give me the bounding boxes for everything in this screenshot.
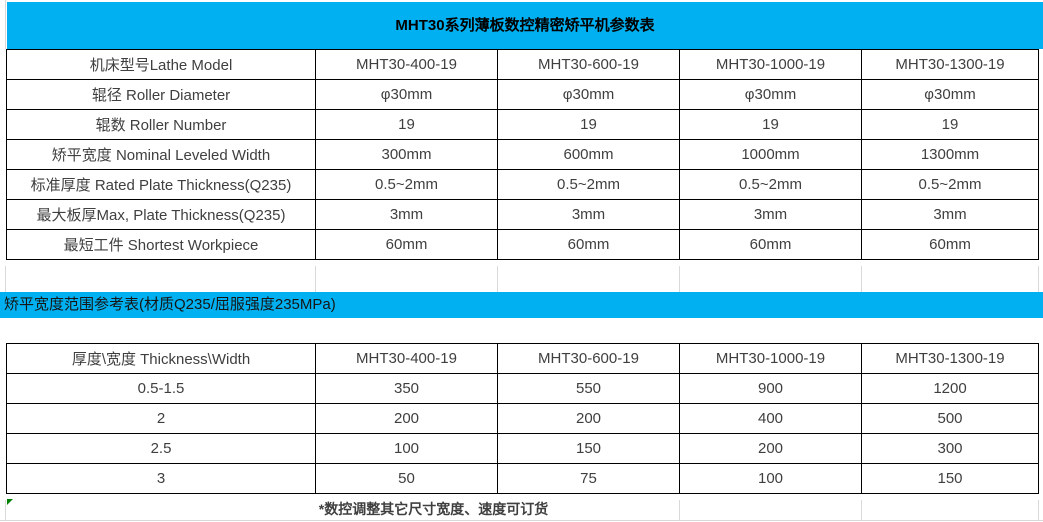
gridline xyxy=(315,266,316,292)
range-cell: 50 xyxy=(315,463,498,494)
gridline xyxy=(497,266,498,292)
gridline xyxy=(1038,266,1039,292)
gridline xyxy=(679,266,680,292)
spec-header-row: 机床型号Lathe Model MHT30-400-19 MHT30-600-1… xyxy=(6,49,1039,80)
gridline xyxy=(5,500,6,520)
table-row: 辊径 Roller Diameter φ30mm φ30mm φ30mm φ30… xyxy=(6,79,1039,110)
gridline xyxy=(679,500,680,520)
gridline xyxy=(5,266,6,292)
spec-cell: 60mm xyxy=(861,229,1039,260)
model-header-cell: MHT30-600-19 xyxy=(497,49,680,80)
range-cell: 300 xyxy=(861,433,1039,464)
table-row: 0.5-1.5 350 550 900 1200 xyxy=(6,373,1039,404)
gridline xyxy=(0,520,1043,521)
error-indicator-icon xyxy=(7,499,13,505)
range-cell: 200 xyxy=(315,403,498,434)
spec-cell: 0.5~2mm xyxy=(497,169,680,200)
spec-cell: 600mm xyxy=(497,139,680,170)
gridline xyxy=(1038,500,1039,520)
range-cell: 400 xyxy=(679,403,862,434)
spec-cell: 19 xyxy=(497,109,680,140)
range-header-row: 厚度\宽度 Thickness\Width MHT30-400-19 MHT30… xyxy=(6,343,1039,374)
model-header-cell: MHT30-1000-19 xyxy=(679,343,862,374)
model-header-cell: MHT30-400-19 xyxy=(315,343,498,374)
spec-row-label: 辊径 Roller Diameter xyxy=(6,79,316,110)
range-cell: 150 xyxy=(497,433,680,464)
table-row: 最大板厚Max, Plate Thickness(Q235) 3mm 3mm 3… xyxy=(6,199,1039,230)
spec-row-label: 最大板厚Max, Plate Thickness(Q235) xyxy=(6,199,316,230)
spec-cell: 60mm xyxy=(497,229,680,260)
range-cell: 200 xyxy=(497,403,680,434)
model-header-cell: MHT30-1300-19 xyxy=(861,343,1039,374)
spec-header-label: 机床型号Lathe Model xyxy=(6,49,316,80)
gridline xyxy=(5,0,6,49)
spec-cell: φ30mm xyxy=(315,79,498,110)
range-cell: 500 xyxy=(861,403,1039,434)
spec-cell: 3mm xyxy=(497,199,680,230)
section-title: 矫平宽度范围参考表(材质Q235/屈服强度235MPa) xyxy=(0,292,1043,318)
footer-note: *数控调整其它尺寸宽度、速度可订货 xyxy=(318,501,549,517)
model-header-cell: MHT30-1300-19 xyxy=(861,49,1039,80)
table-row: 辊数 Roller Number 19 19 19 19 xyxy=(6,109,1039,140)
range-cell: 900 xyxy=(679,373,862,404)
range-cell: 100 xyxy=(315,433,498,464)
range-row-label: 2 xyxy=(6,403,316,434)
spec-row-label: 辊数 Roller Number xyxy=(6,109,316,140)
spec-cell: 0.5~2mm xyxy=(861,169,1039,200)
table-row: 矫平宽度 Nominal Leveled Width 300mm 600mm 1… xyxy=(6,139,1039,170)
spec-cell: 19 xyxy=(861,109,1039,140)
spec-cell: 19 xyxy=(315,109,498,140)
range-row-label: 0.5-1.5 xyxy=(6,373,316,404)
range-cell: 1200 xyxy=(861,373,1039,404)
range-cell: 350 xyxy=(315,373,498,404)
table-row: 3 50 75 100 150 xyxy=(6,463,1039,494)
spec-cell: 3mm xyxy=(861,199,1039,230)
range-row-label: 3 xyxy=(6,463,316,494)
page-title: MHT30系列薄板数控精密矫平机参数表 xyxy=(7,2,1043,49)
range-table: 厚度\宽度 Thickness\Width MHT30-400-19 MHT30… xyxy=(6,343,1039,494)
gridline xyxy=(861,500,862,520)
spec-cell: φ30mm xyxy=(861,79,1039,110)
spec-cell: φ30mm xyxy=(497,79,680,110)
table-row: 标准厚度 Rated Plate Thickness(Q235) 0.5~2mm… xyxy=(6,169,1039,200)
spec-cell: 0.5~2mm xyxy=(679,169,862,200)
spec-row-label: 矫平宽度 Nominal Leveled Width xyxy=(6,139,316,170)
range-cell: 75 xyxy=(497,463,680,494)
range-cell: 200 xyxy=(679,433,862,464)
spec-cell: 3mm xyxy=(315,199,498,230)
table-row: 最短工件 Shortest Workpiece 60mm 60mm 60mm 6… xyxy=(6,229,1039,260)
table-row: 2.5 100 150 200 300 xyxy=(6,433,1039,464)
spec-cell: φ30mm xyxy=(679,79,862,110)
gridline xyxy=(861,266,862,292)
spec-row-label: 标准厚度 Rated Plate Thickness(Q235) xyxy=(6,169,316,200)
spec-cell: 60mm xyxy=(679,229,862,260)
range-cell: 550 xyxy=(497,373,680,404)
spec-cell: 3mm xyxy=(679,199,862,230)
model-header-cell: MHT30-1000-19 xyxy=(679,49,862,80)
spec-cell: 1300mm xyxy=(861,139,1039,170)
model-header-cell: MHT30-600-19 xyxy=(497,343,680,374)
spec-row-label: 最短工件 Shortest Workpiece xyxy=(6,229,316,260)
range-cell: 100 xyxy=(679,463,862,494)
spec-cell: 0.5~2mm xyxy=(315,169,498,200)
table-row: 2 200 200 400 500 xyxy=(6,403,1039,434)
spec-cell: 300mm xyxy=(315,139,498,170)
range-cell: 150 xyxy=(861,463,1039,494)
spec-cell: 60mm xyxy=(315,229,498,260)
range-header-label: 厚度\宽度 Thickness\Width xyxy=(6,343,316,374)
spec-table: 机床型号Lathe Model MHT30-400-19 MHT30-600-1… xyxy=(6,49,1039,260)
range-row-label: 2.5 xyxy=(6,433,316,464)
spec-cell: 19 xyxy=(679,109,862,140)
model-header-cell: MHT30-400-19 xyxy=(315,49,498,80)
spec-cell: 1000mm xyxy=(679,139,862,170)
